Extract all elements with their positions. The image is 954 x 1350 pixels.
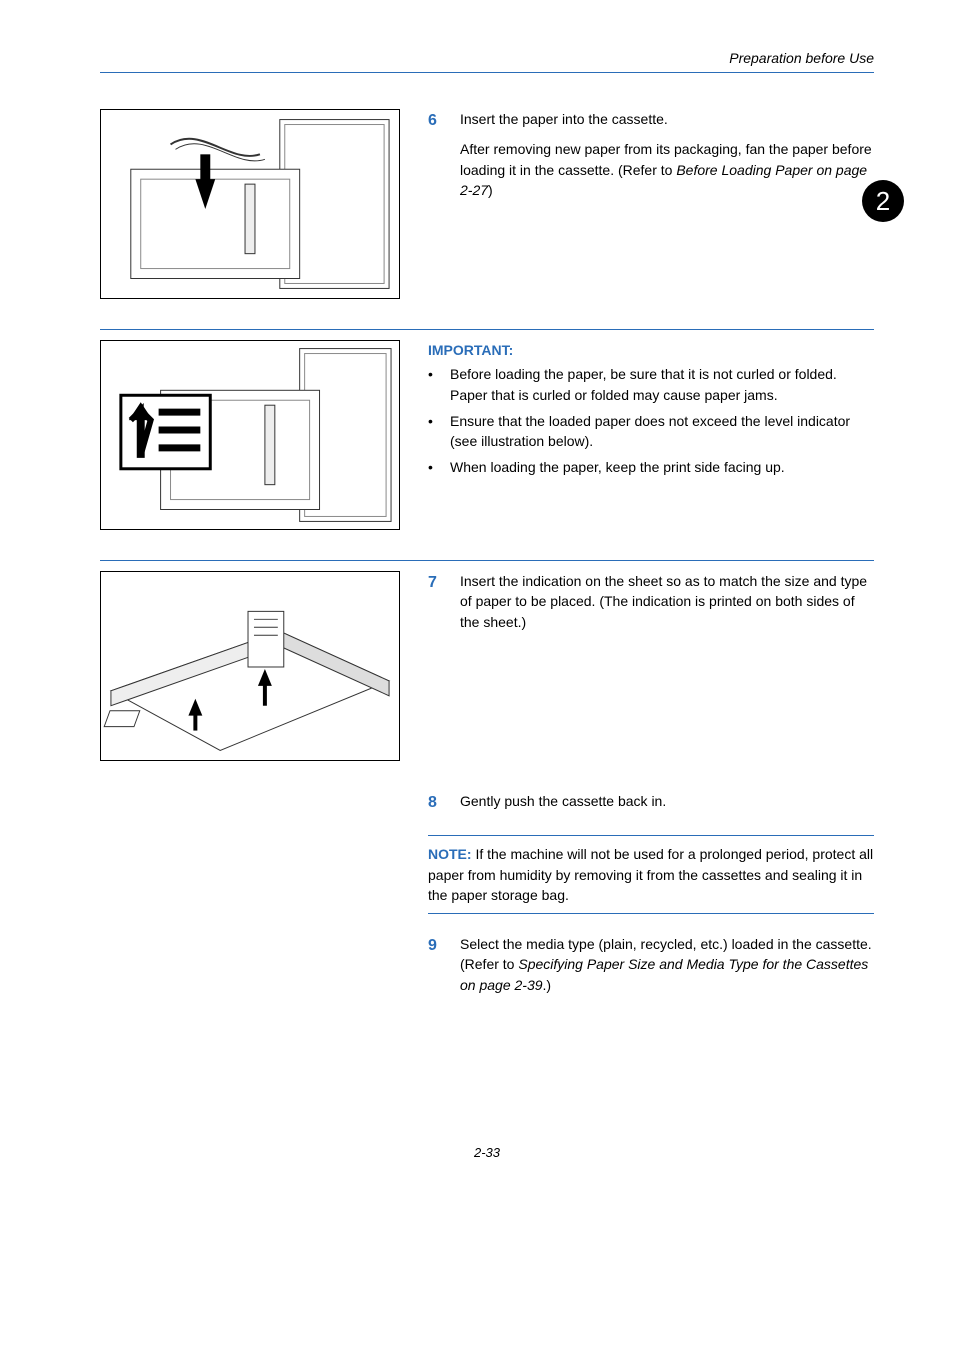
important-text: IMPORTANT: Before loading the paper, be … <box>428 340 874 530</box>
figure-insert-paper <box>100 109 400 299</box>
figure-orientation <box>100 340 400 530</box>
step7-row: 7 Insert the indication on the sheet so … <box>100 571 874 761</box>
step-body: Insert the paper into the cassette. Afte… <box>460 109 874 210</box>
step7-text: 7 Insert the indication on the sheet so … <box>428 571 874 761</box>
note-text: If the machine will not be used for a pr… <box>428 846 873 903</box>
step-6: 6 Insert the paper into the cassette. Af… <box>428 109 874 210</box>
chapter-number: 2 <box>876 186 890 217</box>
orientation-icon <box>101 340 399 530</box>
trailing-steps: 8 Gently push the cassette back in. NOTE… <box>428 791 874 1005</box>
section-title: Preparation before Use <box>729 50 874 66</box>
step-body: Select the media type (plain, recycled, … <box>460 934 874 1005</box>
step-7: 7 Insert the indication on the sheet so … <box>428 571 874 642</box>
important-label: IMPORTANT: <box>428 340 874 360</box>
step-number: 7 <box>428 571 442 642</box>
step-8: 8 Gently push the cassette back in. <box>428 791 874 821</box>
step-number: 9 <box>428 934 442 1005</box>
step7-line1: Insert the indication on the sheet so as… <box>460 571 874 632</box>
step9-ref: Specifying Paper Size and Media Type for… <box>460 956 868 992</box>
step6-para: After removing new paper from its packag… <box>460 139 874 200</box>
page-number: 2-33 <box>474 1145 500 1160</box>
page: Preparation before Use 2 6 Insert t <box>0 0 954 1200</box>
note-label: NOTE: <box>428 846 472 862</box>
step-9: 9 Select the media type (plain, recycled… <box>428 934 874 1005</box>
page-footer: 2-33 <box>100 1145 874 1160</box>
running-header: Preparation before Use <box>100 50 874 73</box>
important-row: IMPORTANT: Before loading the paper, be … <box>100 340 874 530</box>
cassette-insert-icon <box>101 109 399 299</box>
figure-indication-sheet <box>100 571 400 761</box>
indication-sheet-icon <box>101 571 399 761</box>
step-body: Insert the indication on the sheet so as… <box>460 571 874 642</box>
chapter-tab: 2 <box>862 180 904 222</box>
step-body: Gently push the cassette back in. <box>460 791 874 821</box>
step8-line1: Gently push the cassette back in. <box>460 791 874 811</box>
note-box: NOTE: If the machine will not be used fo… <box>428 835 874 914</box>
step9-line1: Select the media type (plain, recycled, … <box>460 934 874 995</box>
bullet-3: When loading the paper, keep the print s… <box>428 457 874 477</box>
divider <box>100 329 874 330</box>
bullet-1: Before loading the paper, be sure that i… <box>428 364 874 405</box>
step-number: 8 <box>428 791 442 821</box>
bullet-2: Ensure that the loaded paper does not ex… <box>428 411 874 452</box>
divider <box>100 560 874 561</box>
step-number: 6 <box>428 109 442 210</box>
step6-row: 6 Insert the paper into the cassette. Af… <box>100 109 874 299</box>
important-bullets: Before loading the paper, be sure that i… <box>428 364 874 477</box>
step6-text: 6 Insert the paper into the cassette. Af… <box>428 109 874 299</box>
step6-line1: Insert the paper into the cassette. <box>460 109 874 129</box>
